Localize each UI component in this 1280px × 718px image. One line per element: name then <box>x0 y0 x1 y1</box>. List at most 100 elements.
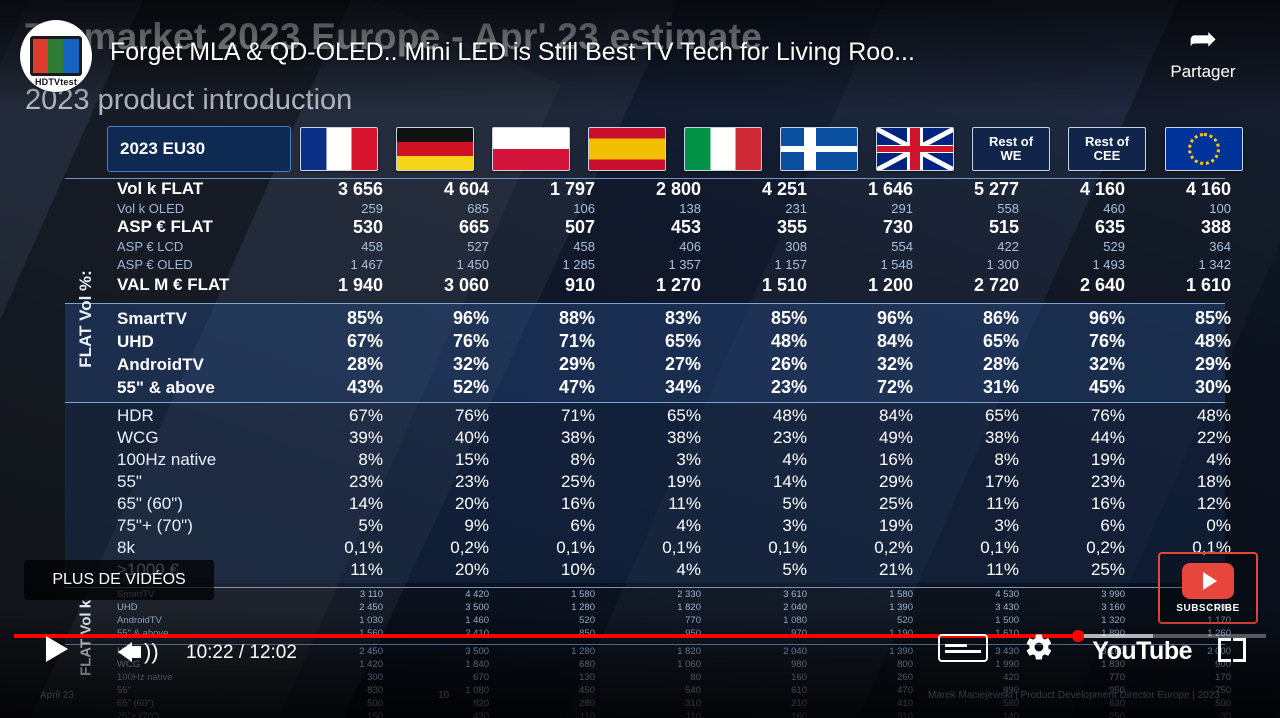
cell: 43% <box>346 377 383 397</box>
cell: 11% <box>986 560 1019 579</box>
share-label: Partager <box>1170 62 1236 81</box>
rest-of-cee-label: Rest of CEE <box>1068 127 1146 171</box>
cell: 76% <box>1090 406 1125 425</box>
cell: 1 342 <box>1198 256 1231 272</box>
column-header-es <box>579 126 675 172</box>
spacer <box>65 493 107 515</box>
progress-bar[interactable] <box>14 630 1266 642</box>
cell: 4 420 <box>465 589 489 600</box>
cell: 29% <box>878 472 913 491</box>
spacer <box>65 405 107 427</box>
cell: 4% <box>1206 450 1231 469</box>
more-videos-button[interactable]: PLUS DE VIDÉOS <box>24 560 214 600</box>
cell: 364 <box>1209 238 1231 254</box>
cell: 30% <box>1194 377 1231 397</box>
cell: 39% <box>348 428 383 447</box>
cell: 48% <box>770 331 807 351</box>
row-label: ASP € OLED <box>117 256 193 272</box>
cell: 3 500 <box>393 601 499 614</box>
table-row: ASP € FLAT 530 665 507 453 355 730 515 6… <box>65 216 1231 237</box>
cell: 515 <box>988 216 1019 237</box>
cell: 23% <box>1090 472 1125 491</box>
cell: 0% <box>1206 516 1231 535</box>
row-label: ASP € LCD <box>117 238 184 254</box>
settings-button[interactable] <box>1024 632 1054 662</box>
cell: 40% <box>454 428 489 447</box>
column-header-rest-cee: Rest of CEE <box>1059 126 1155 172</box>
spacer <box>65 353 107 376</box>
cell: 14% <box>1241 493 1280 515</box>
cell: 83% <box>664 308 701 328</box>
row-label: WCG <box>117 428 159 447</box>
volume-button[interactable]: )) <box>118 639 159 664</box>
cell: 2 800 <box>655 178 701 199</box>
cell: 9% <box>464 516 489 535</box>
play-pause-button[interactable] <box>46 636 68 662</box>
tv-market-table: 2023 EU30 Rest of WE Rest of CEE <box>65 126 1243 718</box>
cell: 2 450 <box>287 601 393 614</box>
cell: 65% <box>664 331 701 351</box>
table-row: HDR 67% 76% 71% 65% 48% 84% 65% 76% 48% … <box>65 405 1231 427</box>
table-row: FLAT Vol %: SmartTV 85% 96% 88% 83% 85% … <box>65 270 1231 368</box>
channel-name: HDTVtest <box>34 77 78 87</box>
youtube-logo[interactable]: YouTube <box>1092 637 1192 666</box>
fullscreen-button[interactable] <box>1218 638 1246 662</box>
cell: 3% <box>782 516 807 535</box>
cell: 76% <box>452 331 489 351</box>
cell: 96% <box>452 308 489 328</box>
cell: 0,1% <box>980 538 1019 557</box>
cell: 8% <box>994 450 1019 469</box>
table-row: 55" 23% 23% 25% 19% 14% 29% 17% 23% 18% … <box>65 471 1231 493</box>
row-label: 100Hz native <box>117 450 217 469</box>
cell: 422 <box>997 238 1019 254</box>
subtitles-button[interactable] <box>938 634 988 662</box>
table-row: FLAT Vol k SmartTV 3 110 4 420 1 580 2 3… <box>65 588 1232 676</box>
cell: 12% <box>1196 494 1231 513</box>
channel-avatar[interactable]: HDTVtest <box>20 20 92 92</box>
volume-block: Vol k FLAT 3 656 4 604 1 797 2 800 4 251… <box>65 178 1231 297</box>
table-row: AndroidTV 28% 32% 29% 27% 26% 32% 28% 32… <box>65 353 1231 376</box>
cell: 231 <box>785 200 807 216</box>
cell: 65% <box>984 406 1019 425</box>
cell: 0,2% <box>874 538 913 557</box>
cell: 85% <box>770 308 807 328</box>
cell: 84% <box>876 331 913 351</box>
player-top-gradient <box>0 0 1280 110</box>
cell: 439 <box>1241 237 1280 255</box>
table-row: VAL M € FLAT 1 940 3 060 910 1 270 1 510… <box>65 273 1231 297</box>
cell: 29% <box>558 354 595 374</box>
cell: 2 000 <box>1135 601 1241 614</box>
cell: 67% <box>348 406 383 425</box>
cell: 2 330 <box>677 589 701 600</box>
table-row: ASP € LCD 458 527 458 406 308 554 422 52… <box>65 237 1231 255</box>
cell: 2 640 <box>1079 274 1125 295</box>
cell: 308 <box>785 238 807 254</box>
cell: 6% <box>570 516 595 535</box>
progress-scrubber[interactable] <box>1072 630 1085 642</box>
row-label: 75"+ (70") <box>117 516 193 535</box>
cell: 406 <box>679 238 701 254</box>
cell: 1 467 <box>350 256 383 272</box>
row-label: Vol k OLED <box>117 200 185 216</box>
cell: 100 <box>1209 200 1231 216</box>
cell: 1 270 <box>655 274 701 295</box>
cell: 1 300 <box>986 256 1019 272</box>
cell: 3 430 <box>923 601 1029 614</box>
cell: 9% <box>1241 449 1280 471</box>
row-label: Vol k FLAT <box>117 179 204 198</box>
column-header-de <box>387 126 483 172</box>
cell: 0,2% <box>1086 538 1125 557</box>
table-row: Vol k OLED 259 685 106 138 231 291 558 4… <box>65 199 1231 217</box>
volume-waves-icon: )) <box>144 639 159 664</box>
cell: 18% <box>1196 472 1231 491</box>
progress-played <box>14 634 1079 638</box>
row-label: 8k <box>117 538 135 557</box>
table-row: >1000 € 11% 20% 10% 4% 5% 21% 11% 25% 6%… <box>65 559 1231 581</box>
cell: 2 720 <box>973 274 1019 295</box>
cell: 20% <box>454 560 489 579</box>
video-title[interactable]: Forget MLA & QD-OLED.. Mini LED is Still… <box>110 38 915 66</box>
cell: 39% <box>1241 376 1280 399</box>
share-button[interactable]: ➦ Partager <box>1148 22 1258 82</box>
cell: 27% <box>664 354 701 374</box>
row-label: ASP € FLAT <box>117 217 213 236</box>
